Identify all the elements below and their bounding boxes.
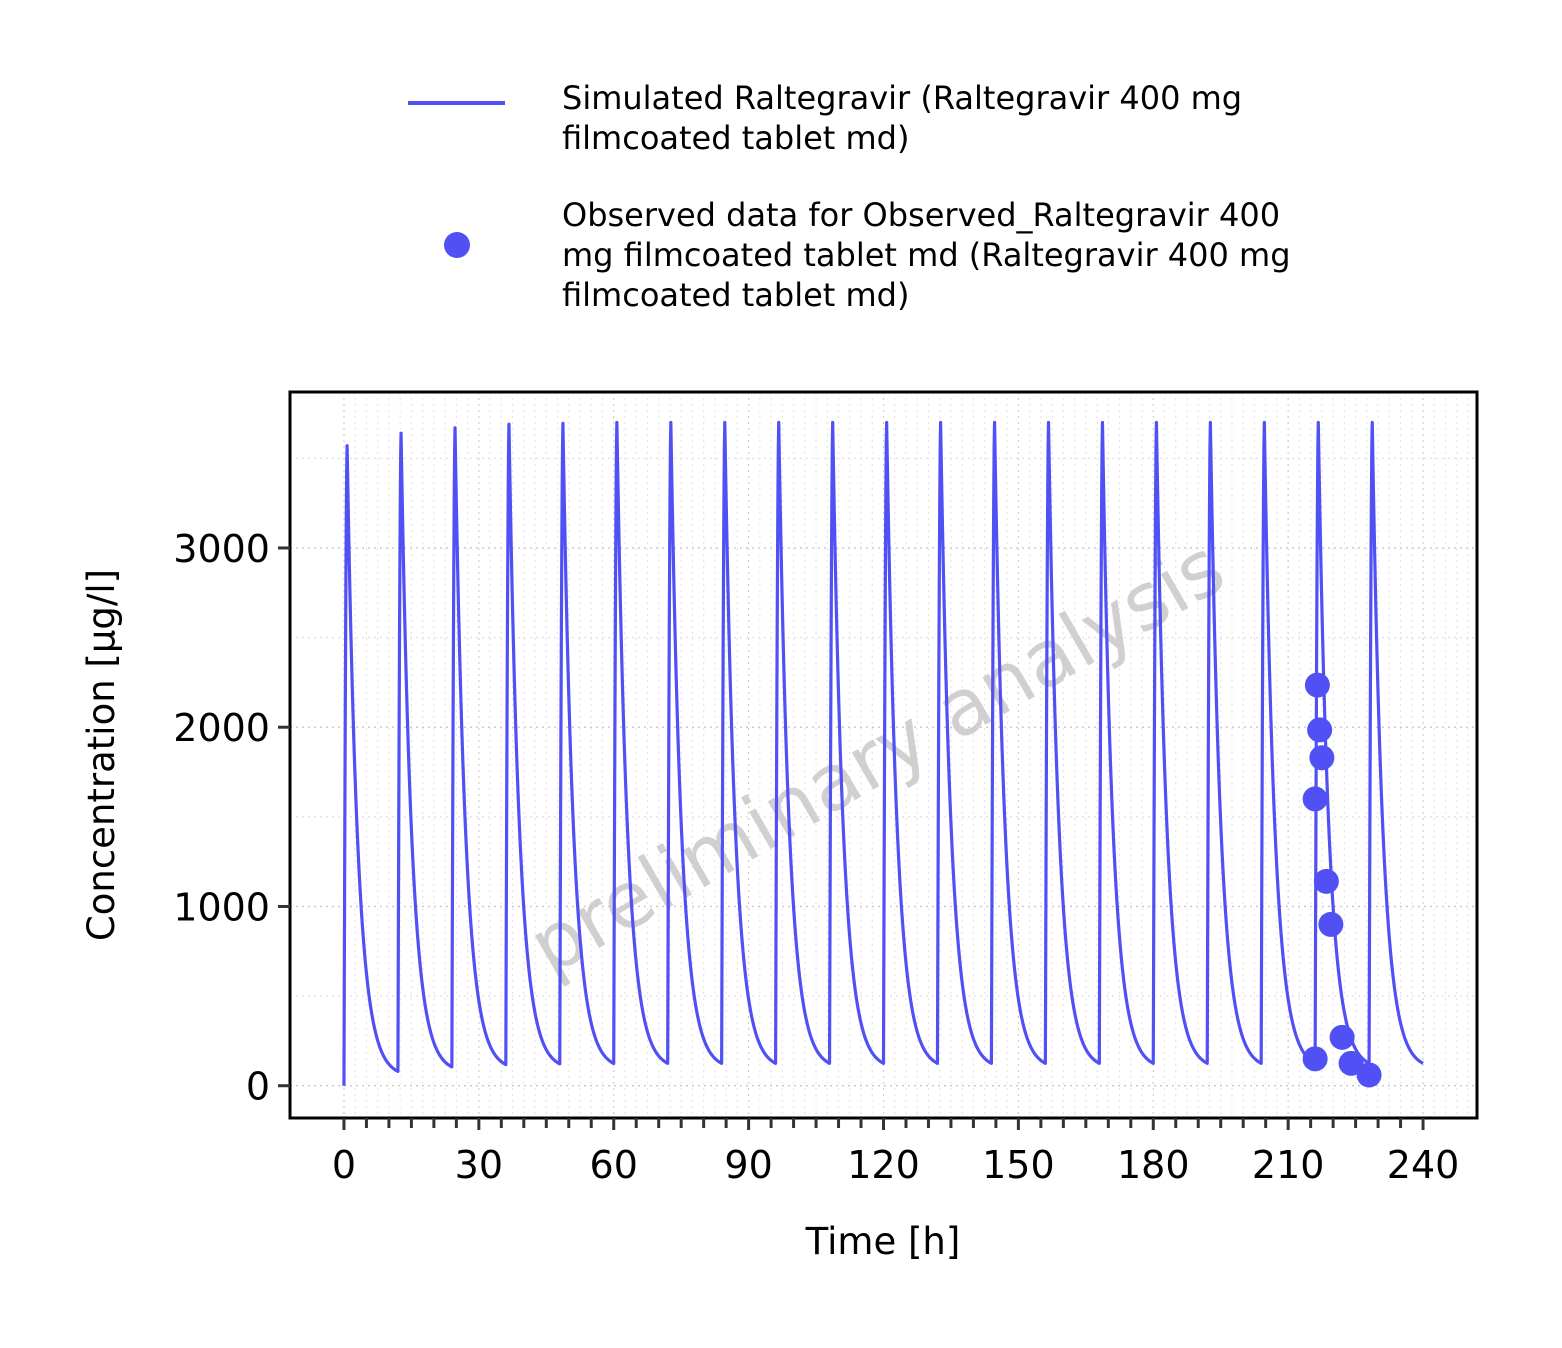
x-tick-label: 150 <box>982 1143 1055 1187</box>
y-tick-label: 1000 <box>173 885 270 929</box>
x-tick-label: 60 <box>590 1143 638 1187</box>
legend-item-observed: Observed data for Observed_Raltegravir 4… <box>562 195 1291 315</box>
x-tick-label: 120 <box>847 1143 920 1187</box>
y-tick-label: 0 <box>246 1065 270 1109</box>
observed-point <box>1329 1024 1355 1050</box>
simulated-series-line <box>342 420 1424 1086</box>
observed-point <box>1302 786 1328 812</box>
x-axis-label: Time [h] <box>805 1220 961 1263</box>
x-tick-label: 240 <box>1387 1143 1460 1187</box>
axes: 0 30 60 90 120 150 180 210 240 0 1000 2000 3000 <box>173 527 1459 1187</box>
x-tick-label: 90 <box>724 1143 772 1187</box>
series-layer <box>342 420 1424 1086</box>
observed-point <box>1304 672 1330 698</box>
x-tick-label: 180 <box>1117 1143 1190 1187</box>
legend-point-icon <box>444 232 470 258</box>
legend-item-observed-line-1: Observed data for Observed_Raltegravir 4… <box>562 196 1281 234</box>
legend-item-observed-line-3: filmcoated tablet md) <box>562 276 910 314</box>
x-tick-label: 0 <box>332 1143 356 1187</box>
legend-item-simulated-line-2: filmcoated tablet md) <box>562 119 910 157</box>
observed-point <box>1302 1046 1328 1072</box>
observed-point <box>1309 745 1335 771</box>
observed-point <box>1313 868 1339 894</box>
observed-point <box>1318 911 1344 937</box>
y-tick-label: 2000 <box>173 706 270 750</box>
legend-item-observed-line-2: mg filmcoated tablet md (Raltegravir 400… <box>562 236 1291 274</box>
y-axis-label: Concentration [µg/l] <box>80 569 123 941</box>
observed-point <box>1307 717 1333 743</box>
y-tick-label: 3000 <box>173 527 270 571</box>
observed-point <box>1338 1050 1364 1076</box>
observed-point <box>1356 1062 1382 1088</box>
grid <box>290 392 1477 1118</box>
legend-icons <box>408 101 505 258</box>
legend-item-simulated: Simulated Raltegravir (Raltegravir 400 m… <box>562 78 1242 158</box>
legend-item-simulated-line-1: Simulated Raltegravir (Raltegravir 400 m… <box>562 79 1243 117</box>
x-tick-label: 30 <box>455 1143 503 1187</box>
observed-points <box>1302 672 1382 1088</box>
x-tick-label: 210 <box>1252 1143 1325 1187</box>
